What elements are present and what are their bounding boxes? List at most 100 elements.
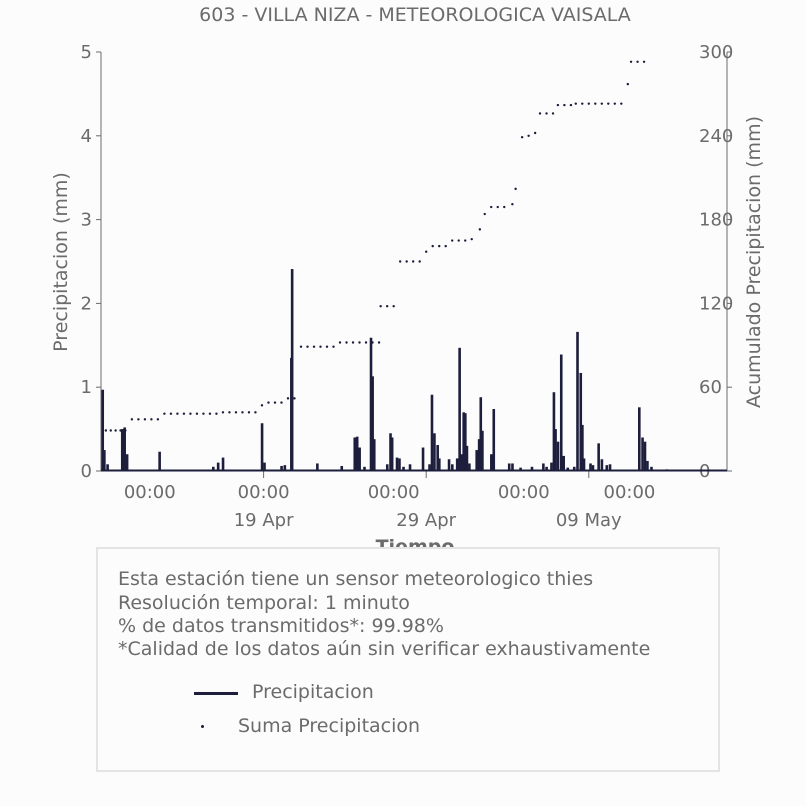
precip-bar [106, 464, 109, 471]
y2-axis-title: Acumulado Precipitacion (mm) [743, 116, 765, 408]
x-tick-label-date: 09 May [556, 510, 622, 531]
precip-bar [103, 450, 106, 471]
precip-bar [408, 464, 412, 471]
sum-dot [545, 112, 548, 115]
sum-dot [464, 239, 467, 242]
sum-dot [325, 345, 329, 348]
precip-bar [542, 463, 545, 471]
sum-dot [405, 260, 408, 263]
sum-dot [109, 429, 112, 432]
precip-bar [492, 408, 496, 471]
info-line-quality: *Calidad de los datos aún sin verificar … [118, 638, 651, 660]
precip-bar [589, 463, 592, 471]
sum-dot [629, 60, 633, 63]
precip-bar [572, 466, 576, 471]
precip-bar [468, 463, 471, 471]
sum-dot [345, 341, 348, 344]
precip-bar [260, 423, 264, 471]
info-line-sensor: Esta estación tiene un sensor meteorolog… [118, 568, 594, 590]
sum-dot [124, 429, 127, 432]
precip-bar [459, 454, 463, 471]
precip-bar [120, 429, 124, 471]
sum-dot [520, 135, 524, 139]
sum-dot [169, 412, 173, 415]
sum-dot [119, 429, 122, 432]
x-tick-label-date: 29 Apr [396, 510, 456, 531]
sum-dot [351, 341, 355, 344]
sum-dot [195, 412, 199, 415]
precip-bar [579, 372, 583, 471]
precip-bar [608, 464, 612, 471]
x-tick-label-time: 00:00 [368, 482, 420, 503]
precip-bar [402, 466, 405, 471]
sum-dot [563, 103, 566, 107]
precip-bar [436, 445, 439, 471]
sum-dot [398, 260, 402, 263]
precip-bar [519, 467, 522, 471]
precip-bar [507, 463, 511, 471]
sum-dot [581, 102, 584, 105]
precip-bar [316, 463, 319, 471]
sum-dot [241, 411, 244, 414]
precip-bar [372, 439, 376, 471]
precip-bar [464, 413, 467, 471]
sum-dot [247, 411, 251, 414]
sum-dot [470, 237, 473, 241]
precip-bar [390, 437, 394, 471]
precip-bar [591, 465, 595, 471]
precip-bar [355, 436, 359, 471]
sum-dot [156, 418, 160, 421]
precip-bar [389, 433, 392, 471]
sum-dot [574, 102, 577, 105]
precip-bar [637, 407, 641, 471]
sum-dot [594, 102, 597, 105]
sum-dot [587, 102, 590, 105]
precip-bar [562, 455, 565, 471]
sum-dot [392, 304, 395, 308]
precip-bar [477, 439, 481, 471]
precip-bar [421, 447, 425, 471]
precip-bar [125, 454, 129, 471]
precip-bar [451, 464, 454, 471]
sum-dot [267, 401, 270, 404]
precip-bar [447, 459, 451, 471]
precip-bar [363, 466, 366, 471]
legend-sum-label: Suma Precipitacion [238, 715, 421, 737]
sum-dot [306, 345, 309, 348]
precip-bar [211, 466, 215, 471]
precip-bar [353, 437, 357, 471]
sum-dot [221, 411, 225, 414]
x-tick-label-time: 00:00 [124, 482, 176, 503]
precip-bar [481, 430, 484, 471]
sum-dot [514, 187, 517, 191]
sum-dot [457, 239, 460, 242]
precip-bar [358, 447, 361, 471]
precip-bar [554, 429, 557, 471]
sum-dot [202, 412, 205, 415]
sum-dot [418, 260, 421, 263]
sum-dot [636, 60, 639, 63]
sum-dot [626, 82, 630, 86]
precip-bar [216, 462, 220, 471]
y-tick-label: 4 [81, 126, 92, 147]
precip-bar [369, 337, 373, 471]
sum-dot [490, 205, 493, 209]
precip-bar [385, 464, 389, 471]
sum-dot [189, 412, 192, 415]
sum-dot [104, 429, 108, 432]
y-tick-label: 5 [81, 42, 92, 63]
sum-dot [130, 418, 134, 421]
sum-dot [163, 412, 166, 415]
precip-bar [455, 458, 459, 471]
precip-bar [340, 465, 344, 471]
sum-dot [143, 418, 147, 421]
plot-area: 01234506012018024030000:0000:0000:0000:0… [81, 42, 734, 531]
y-axis-title: Precipitacion (mm) [50, 172, 72, 352]
sum-dot [527, 134, 530, 137]
precip-bar [597, 443, 600, 471]
precip-bar [101, 389, 105, 471]
precip-bar [283, 465, 287, 471]
sum-dot [551, 112, 555, 115]
precip-bar [490, 454, 493, 471]
precip-bar [566, 467, 570, 471]
